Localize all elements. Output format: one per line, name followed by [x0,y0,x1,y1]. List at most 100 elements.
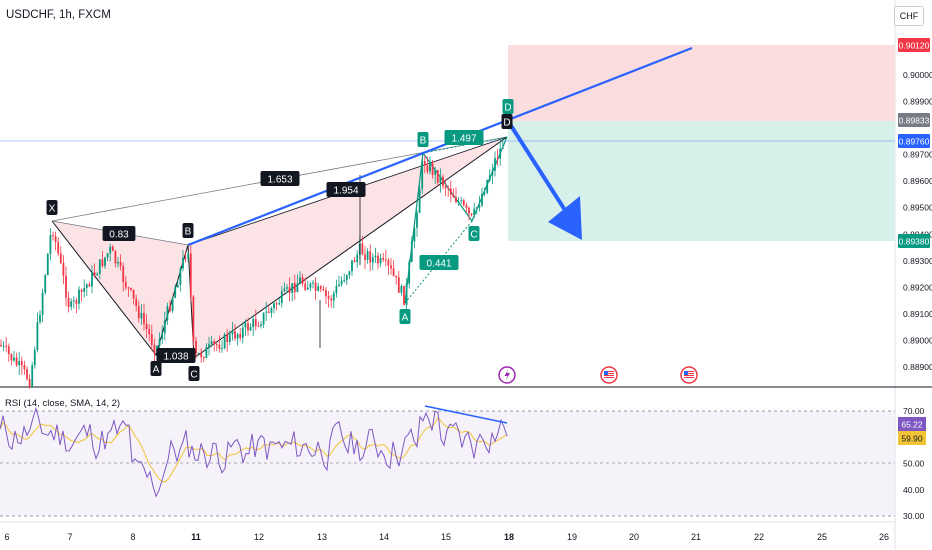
candle-body [416,213,418,228]
candle-body [24,365,26,369]
pattern1-point-text: X [49,204,56,215]
candle-body [42,293,44,315]
candle-body [221,348,223,349]
event-icons[interactable] [499,367,697,383]
pattern2-point-text: C [470,230,477,241]
candle-body [117,262,119,264]
candle-body [164,320,166,333]
pattern1-ratio-text: 1.038 [163,352,188,363]
candle-body [50,235,52,254]
candle-body [333,293,335,300]
candle-body [37,322,39,350]
us-flag-event-icon [681,367,697,383]
harmonic-pattern-xabcd[interactable] [52,137,507,358]
price-label: 0.89380 [898,234,930,248]
candle-body [492,171,494,176]
candle-body [91,272,93,286]
candle-body [39,315,41,322]
pattern2-ratio: 1.497 [445,130,484,145]
time-tick: 26 [879,532,889,542]
candle-body [351,260,353,271]
candle-body [172,298,174,311]
price-tick: 0.89900 [903,97,932,107]
time-axis[interactable]: 6 7 8 11 12 13 14 15 18 19 20 21 22 25 26 [4,532,889,542]
candle-body [65,276,67,298]
candle-body [304,284,306,290]
candle-body [99,259,101,273]
candle-body [130,288,132,290]
candle-body [219,345,221,349]
candle-body [398,277,400,292]
time-tick: 14 [379,532,389,542]
rsi-title[interactable]: RSI (14, close, SMA, 14, 2) [5,398,120,409]
candle-body [497,158,499,159]
time-tick: 25 [817,532,827,542]
candle-body [466,205,468,207]
price-tick: 0.89000 [903,335,932,345]
candle-body [434,170,436,175]
candle-body [86,284,88,288]
us-flag-event-icon [601,367,617,383]
candle-body [13,358,15,361]
candle-body [187,253,189,258]
candle-body [349,271,351,275]
pattern1-ratio: 0.83 [103,226,136,241]
time-tick: 22 [754,532,764,542]
symbol-title[interactable]: USDCHF, 1h, FXCM [6,9,111,21]
candle-body [73,300,75,301]
price-tick: 0.89600 [903,176,932,186]
pattern2-point: B [418,132,429,147]
candle-body [356,255,358,263]
time-tick: 13 [317,532,327,542]
candle-body [148,329,150,334]
price-tick: 0.90000 [903,70,932,80]
candle-body [369,251,371,262]
candle-body [297,284,299,293]
candle-body [16,358,18,366]
pattern2-ratio: 0.441 [420,255,459,270]
candle-body [268,312,270,313]
rsi-value-label: 65.22 [898,417,926,431]
candle-body [81,290,83,292]
candle-body [260,324,262,326]
candle-body [447,188,449,189]
candle-body [60,254,62,263]
time-tick: 7 [67,532,72,542]
candle-body [263,313,265,325]
candle-body [76,300,78,303]
candle-body [146,324,148,329]
candle-body [390,265,392,268]
candle-body [299,277,301,283]
pattern1-point-text: B [185,227,192,238]
candle-body [255,319,257,326]
candle-body [52,235,54,236]
pattern1-ratio: 1.038 [157,348,196,363]
candle-body [479,205,481,207]
candle-body [468,208,470,214]
candle-body [229,334,231,342]
pattern2-ratio-text: 1.497 [451,134,476,145]
candle-body [343,280,345,281]
candle-body [250,327,252,330]
candle-body [380,258,382,263]
candle-body [226,335,228,342]
candle-body [278,303,280,304]
candle-body [437,170,439,183]
rsi-panel [0,406,895,516]
pattern1-ratio: 1.954 [327,182,366,197]
price-label: 0.90120 [898,38,930,52]
candle-body [89,284,91,286]
time-tick: 21 [691,532,701,542]
candle-body [502,148,504,149]
candle-body [68,298,70,307]
candle-body [440,177,442,183]
price-label: 0.89760 [898,134,930,148]
currency-button[interactable]: CHF [894,6,924,26]
candle-body [96,274,98,276]
candle-body [70,302,72,307]
candle-body [203,357,205,358]
candle-body [11,354,13,360]
pattern2-point: D [503,99,514,114]
candle-body [0,345,2,346]
